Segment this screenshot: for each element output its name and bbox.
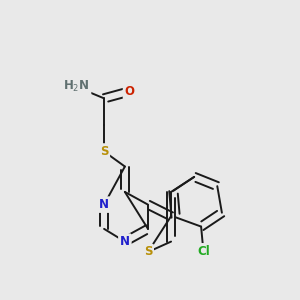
Text: O: O [124,85,134,98]
Text: H$_2$N: H$_2$N [63,79,90,94]
Text: N: N [120,235,130,248]
Text: S: S [144,245,152,259]
Text: Cl: Cl [197,245,210,258]
Text: N: N [99,198,109,211]
Text: S: S [100,145,108,158]
